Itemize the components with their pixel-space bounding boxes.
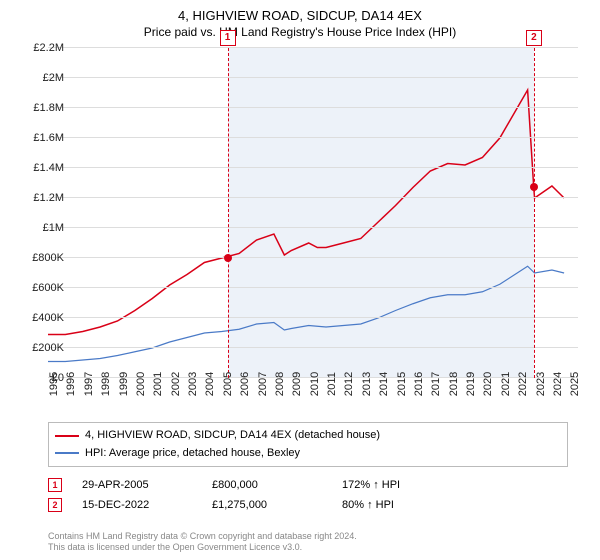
y-tick-label: £1.2M bbox=[14, 192, 64, 204]
sales-legend: 1 29-APR-2005 £800,000 172% ↑ HPI 2 15-DEC-20… bbox=[48, 475, 568, 515]
x-tick-label: 2019 bbox=[465, 372, 477, 396]
chart-title: 4, HIGHVIEW ROAD, SIDCUP, DA14 4EX bbox=[0, 0, 600, 25]
sale-delta: 172% ↑ HPI bbox=[342, 479, 452, 491]
x-tick-label: 2008 bbox=[274, 372, 286, 396]
legend-row: 4, HIGHVIEW ROAD, SIDCUP, DA14 4EX (deta… bbox=[55, 427, 561, 445]
x-tick-label: 2021 bbox=[500, 372, 512, 396]
footer-line-2: This data is licensed under the Open Gov… bbox=[48, 542, 357, 554]
x-tick-label: 2007 bbox=[257, 372, 269, 396]
x-tick-label: 1996 bbox=[65, 372, 77, 396]
sale-legend-row: 2 15-DEC-2022 £1,275,000 80% ↑ HPI bbox=[48, 495, 568, 515]
footer-text: Contains HM Land Registry data © Crown c… bbox=[48, 531, 357, 554]
sale-marker-dot bbox=[224, 254, 232, 262]
sale-price: £800,000 bbox=[212, 479, 322, 491]
series-line bbox=[48, 90, 564, 335]
y-tick-label: £1.8M bbox=[14, 102, 64, 114]
legend-row: HPI: Average price, detached house, Bexl… bbox=[55, 445, 561, 463]
x-tick-label: 2015 bbox=[396, 372, 408, 396]
gridline bbox=[48, 77, 578, 78]
legend-swatch bbox=[55, 452, 79, 454]
x-tick-label: 2000 bbox=[135, 372, 147, 396]
gridline bbox=[48, 107, 578, 108]
x-tick-label: 1995 bbox=[48, 372, 60, 396]
gridline bbox=[48, 227, 578, 228]
chart-subtitle: Price paid vs. HM Land Registry's House … bbox=[0, 25, 600, 45]
plot-area: 12 bbox=[48, 48, 578, 378]
x-tick-label: 2003 bbox=[187, 372, 199, 396]
y-tick-label: £2.2M bbox=[14, 42, 64, 54]
sale-date: 15-DEC-2022 bbox=[82, 499, 192, 511]
y-tick-label: £400K bbox=[14, 312, 64, 324]
series-legend: 4, HIGHVIEW ROAD, SIDCUP, DA14 4EX (deta… bbox=[48, 422, 568, 467]
gridline bbox=[48, 47, 578, 48]
x-tick-label: 2016 bbox=[413, 372, 425, 396]
x-tick-label: 2004 bbox=[204, 372, 216, 396]
x-tick-label: 2014 bbox=[378, 372, 390, 396]
x-tick-label: 2011 bbox=[326, 372, 338, 396]
x-tick-label: 2005 bbox=[222, 372, 234, 396]
x-tick-label: 2010 bbox=[309, 372, 321, 396]
y-tick-label: £600K bbox=[14, 282, 64, 294]
sale-guideline bbox=[228, 48, 229, 378]
gridline bbox=[48, 197, 578, 198]
x-tick-label: 2013 bbox=[361, 372, 373, 396]
x-tick-label: 2006 bbox=[239, 372, 251, 396]
line-plot bbox=[48, 48, 578, 378]
chart-container: 4, HIGHVIEW ROAD, SIDCUP, DA14 4EX Price… bbox=[0, 0, 600, 560]
x-tick-label: 2025 bbox=[569, 372, 581, 396]
x-tick-label: 2012 bbox=[343, 372, 355, 396]
x-tick-label: 2001 bbox=[152, 372, 164, 396]
x-tick-label: 2022 bbox=[517, 372, 529, 396]
sale-marker-box: 2 bbox=[526, 30, 542, 46]
y-tick-label: £800K bbox=[14, 252, 64, 264]
x-tick-label: 1997 bbox=[83, 372, 95, 396]
gridline bbox=[48, 317, 578, 318]
sale-marker-dot bbox=[530, 183, 538, 191]
y-tick-label: £1.6M bbox=[14, 132, 64, 144]
legend-block: 4, HIGHVIEW ROAD, SIDCUP, DA14 4EX (deta… bbox=[48, 422, 568, 515]
x-tick-label: 2009 bbox=[291, 372, 303, 396]
x-tick-label: 1998 bbox=[100, 372, 112, 396]
x-tick-label: 2017 bbox=[430, 372, 442, 396]
y-tick-label: £1M bbox=[14, 222, 64, 234]
gridline bbox=[48, 287, 578, 288]
x-tick-label: 2020 bbox=[482, 372, 494, 396]
sale-legend-row: 1 29-APR-2005 £800,000 172% ↑ HPI bbox=[48, 475, 568, 495]
legend-label: HPI: Average price, detached house, Bexl… bbox=[85, 445, 300, 463]
sale-date: 29-APR-2005 bbox=[82, 479, 192, 491]
x-tick-label: 2002 bbox=[170, 372, 182, 396]
sale-delta: 80% ↑ HPI bbox=[342, 499, 452, 511]
y-tick-label: £2M bbox=[14, 72, 64, 84]
sale-price: £1,275,000 bbox=[212, 499, 322, 511]
y-tick-label: £1.4M bbox=[14, 162, 64, 174]
legend-swatch bbox=[55, 435, 79, 437]
sale-guideline bbox=[534, 48, 535, 378]
footer-line-1: Contains HM Land Registry data © Crown c… bbox=[48, 531, 357, 543]
x-tick-label: 1999 bbox=[118, 372, 130, 396]
gridline bbox=[48, 347, 578, 348]
x-tick-label: 2018 bbox=[448, 372, 460, 396]
x-tick-label: 2024 bbox=[552, 372, 564, 396]
x-tick-label: 2023 bbox=[535, 372, 547, 396]
legend-label: 4, HIGHVIEW ROAD, SIDCUP, DA14 4EX (deta… bbox=[85, 427, 380, 445]
gridline bbox=[48, 167, 578, 168]
sale-number-badge: 1 bbox=[48, 478, 62, 492]
sale-number-badge: 2 bbox=[48, 498, 62, 512]
sale-marker-box: 1 bbox=[220, 30, 236, 46]
gridline bbox=[48, 137, 578, 138]
gridline bbox=[48, 257, 578, 258]
y-tick-label: £200K bbox=[14, 342, 64, 354]
